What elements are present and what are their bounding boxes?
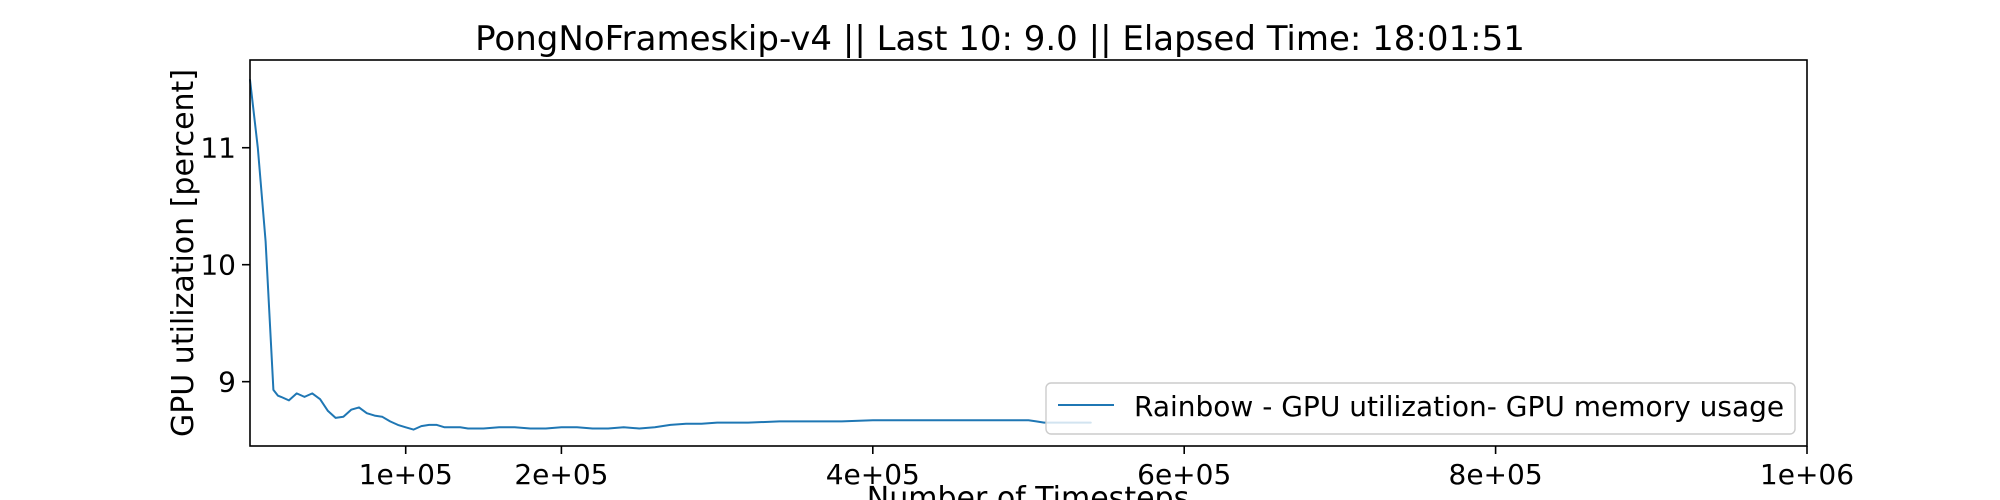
legend: Rainbow - GPU utilization- GPU memory us… bbox=[1045, 382, 1796, 435]
y-tick-label: 9 bbox=[218, 366, 236, 399]
y-tick-label: 10 bbox=[200, 249, 236, 282]
x-tick-label: 8e+05 bbox=[1449, 458, 1543, 491]
x-tick-label: 2e+05 bbox=[514, 458, 608, 491]
x-tick-label: 4e+05 bbox=[826, 458, 920, 491]
legend-box bbox=[1045, 382, 1796, 435]
y-tick-label: 11 bbox=[200, 132, 236, 165]
x-axis-label: Number of Timesteps bbox=[867, 481, 1189, 500]
x-tick-label: 1e+05 bbox=[359, 458, 453, 491]
chart-title: PongNoFrameskip-v4 || Last 10: 9.0 || El… bbox=[475, 19, 1525, 59]
x-tick-label: 6e+05 bbox=[1137, 458, 1231, 491]
plot-frame bbox=[249, 59, 1808, 447]
legend-label: Rainbow - GPU utilization- GPU memory us… bbox=[1134, 390, 1784, 423]
y-axis-ticks: 9 10 11 bbox=[200, 132, 250, 399]
series-layer bbox=[249, 78, 1092, 431]
series-line-0 bbox=[249, 78, 1092, 431]
y-axis-label: GPU utilization [percent] bbox=[166, 69, 201, 437]
x-axis-ticks: 1e+05 2e+05 4e+05 6e+05 8e+05 1e+06 bbox=[359, 446, 1854, 491]
x-tick-label: 1e+06 bbox=[1760, 458, 1854, 491]
